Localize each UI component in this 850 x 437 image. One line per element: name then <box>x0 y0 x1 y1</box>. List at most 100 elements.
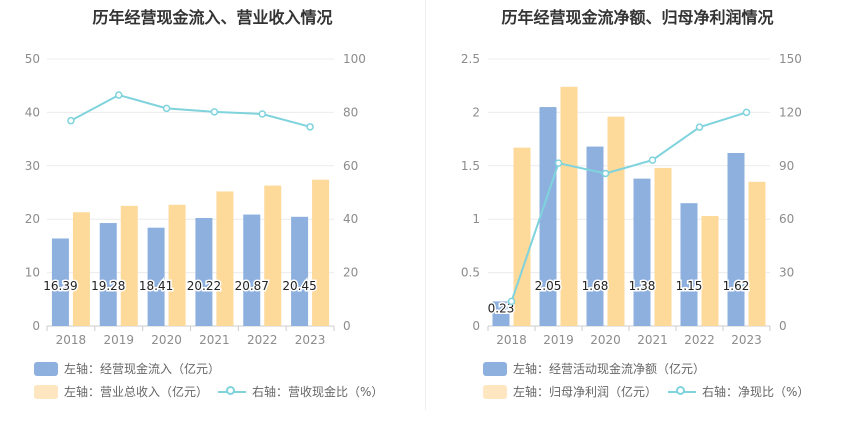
bar-data-label: 19.28 <box>91 279 125 293</box>
left-axis-tick-label: 0.5 <box>461 266 480 280</box>
left-axis-tick-label: 2.5 <box>461 52 480 66</box>
line-point <box>210 108 219 116</box>
right-axis-tick-label: 150 <box>779 52 802 66</box>
right-axis-tick-label: 60 <box>343 159 358 173</box>
chart-plot: 0 0 0.5 30 1 60 1.5 90 2 120 2.5 150 2018 2019 2020 202… <box>461 52 802 347</box>
legend-label: 左轴：营业总收入（亿元） <box>64 385 209 399</box>
bar-data-label: 2.05 <box>535 279 562 293</box>
bar-series-2 <box>72 212 90 326</box>
right-axis-tick-label: 20 <box>343 266 358 280</box>
bar-series-2 <box>748 181 766 326</box>
legend-swatch-bar2 <box>483 384 507 399</box>
legend-item-line[interactable]: 右轴：营收现金比（%） <box>218 383 383 400</box>
bar-series-1 <box>633 178 651 326</box>
right-axis-tick-label: 0 <box>343 319 351 333</box>
bar-series-2 <box>607 116 625 326</box>
legend-swatch-bar1 <box>34 361 58 376</box>
legend-item-bar1[interactable]: 左轴：经营现金流入（亿元） <box>34 360 220 377</box>
chart-panel-net-cashflow: 历年经营现金流净额、归母净利润情况 0 0 0.5 30 1 60 1.5 90 2 120 2.5… <box>425 0 850 437</box>
bar-data-label: 20.87 <box>235 279 269 293</box>
left-axis-tick-label: 1.5 <box>461 159 480 173</box>
bar-series-2 <box>560 86 578 326</box>
legend-item-bar2[interactable]: 左轴：归母净利润（亿元） <box>483 383 657 400</box>
bar-series-2 <box>264 185 282 326</box>
legend-label: 右轴：净现比（%） <box>702 385 810 399</box>
legend-swatch-bar2 <box>34 384 58 399</box>
bar-series-1 <box>539 107 557 326</box>
left-axis-tick-label: 1 <box>472 212 480 226</box>
bar-data-label: 20.45 <box>282 279 316 293</box>
right-axis-tick-label: 100 <box>343 52 366 66</box>
bar-data-label: 20.22 <box>187 279 221 293</box>
bar-series-1 <box>147 227 165 326</box>
bar-series-1 <box>291 216 309 326</box>
left-axis-tick-label: 50 <box>25 52 40 66</box>
x-axis-tick-label: 2020 <box>151 333 182 347</box>
legend-swatch-bar1 <box>483 361 507 376</box>
line-point <box>115 91 123 99</box>
legend-label: 左轴：经营活动现金流净额（亿元） <box>513 362 706 376</box>
left-axis-tick-label: 0 <box>472 319 480 333</box>
x-axis-tick-label: 2023 <box>295 333 326 347</box>
x-axis-tick-label: 2020 <box>590 333 621 347</box>
x-axis-tick-label: 2021 <box>199 333 230 347</box>
line-point <box>67 116 75 125</box>
legend-item-bar2[interactable]: 左轴：营业总收入（亿元） <box>34 383 208 400</box>
right-axis-tick-label: 80 <box>343 105 358 119</box>
bar-data-label: 1.15 <box>676 279 703 293</box>
bar-data-label: 18.41 <box>139 279 173 293</box>
legend-line-icon <box>218 385 246 399</box>
left-axis-tick-label: 20 <box>25 212 40 226</box>
bar-data-label: 1.62 <box>723 279 750 293</box>
chart-title: 历年经营现金流净额、归母净利润情况 <box>501 8 774 27</box>
bar-series-1 <box>680 203 698 326</box>
bar-series-2 <box>120 205 138 326</box>
left-axis-tick-label: 40 <box>25 105 40 119</box>
left-axis-tick-label: 30 <box>25 159 40 173</box>
legend-label: 左轴：经营现金流入（亿元） <box>64 362 221 376</box>
bar-series-1 <box>195 218 213 326</box>
bar-series-2 <box>312 179 330 326</box>
bar-data-label: 1.68 <box>582 279 609 293</box>
legend-label: 左轴：归母净利润（亿元） <box>513 385 658 399</box>
legend-label: 右轴：营收现金比（%） <box>252 385 384 399</box>
legend-item-bar1[interactable]: 左轴：经营活动现金流净额（亿元） <box>483 360 705 377</box>
line-point <box>601 169 610 178</box>
line-point <box>695 123 704 131</box>
bar-series-1 <box>51 238 69 326</box>
bar-series-1 <box>492 301 510 326</box>
line-point <box>306 123 314 131</box>
right-axis-tick-label: 120 <box>779 105 802 119</box>
line-point <box>648 156 657 164</box>
bar-series-1 <box>727 152 745 326</box>
bar-series-2 <box>654 167 672 326</box>
chart-panel-cashflow-inflow: 历年经营现金流入、营业收入情况 0 0 10 20 20 40 30 60 40 80 50 100 2… <box>25 8 384 400</box>
bar-data-label: 1.38 <box>629 279 656 293</box>
bar-series-2 <box>701 215 719 326</box>
x-axis-tick-label: 2018 <box>56 333 87 347</box>
legend-item-line[interactable]: 右轴：净现比（%） <box>668 383 809 400</box>
panel-divider <box>425 0 426 410</box>
bar-data-label: 16.39 <box>43 279 77 293</box>
line-point <box>742 108 751 117</box>
line-series-ratio <box>510 111 747 302</box>
x-axis-tick-label: 2019 <box>103 333 134 347</box>
bar-series-2 <box>216 191 234 326</box>
x-axis-tick-label: 2022 <box>247 333 278 347</box>
bar-data-label: 0.23 <box>488 301 515 315</box>
right-axis-tick-label: 0 <box>779 319 787 333</box>
bar-series-1 <box>586 146 604 326</box>
bar-series-2 <box>168 204 186 326</box>
right-axis-tick-label: 90 <box>779 159 794 173</box>
chart-title: 历年经营现金流入、营业收入情况 <box>92 8 333 27</box>
bar-series-1 <box>243 214 261 326</box>
x-axis-tick-label: 2021 <box>637 333 668 347</box>
line-point <box>507 297 516 306</box>
left-axis-tick-label: 2 <box>472 105 480 119</box>
legend-line-icon <box>668 385 696 399</box>
line-point <box>162 104 171 113</box>
line-point <box>554 159 563 167</box>
right-axis-tick-label: 40 <box>343 212 358 226</box>
line-series-ratio <box>70 93 311 128</box>
